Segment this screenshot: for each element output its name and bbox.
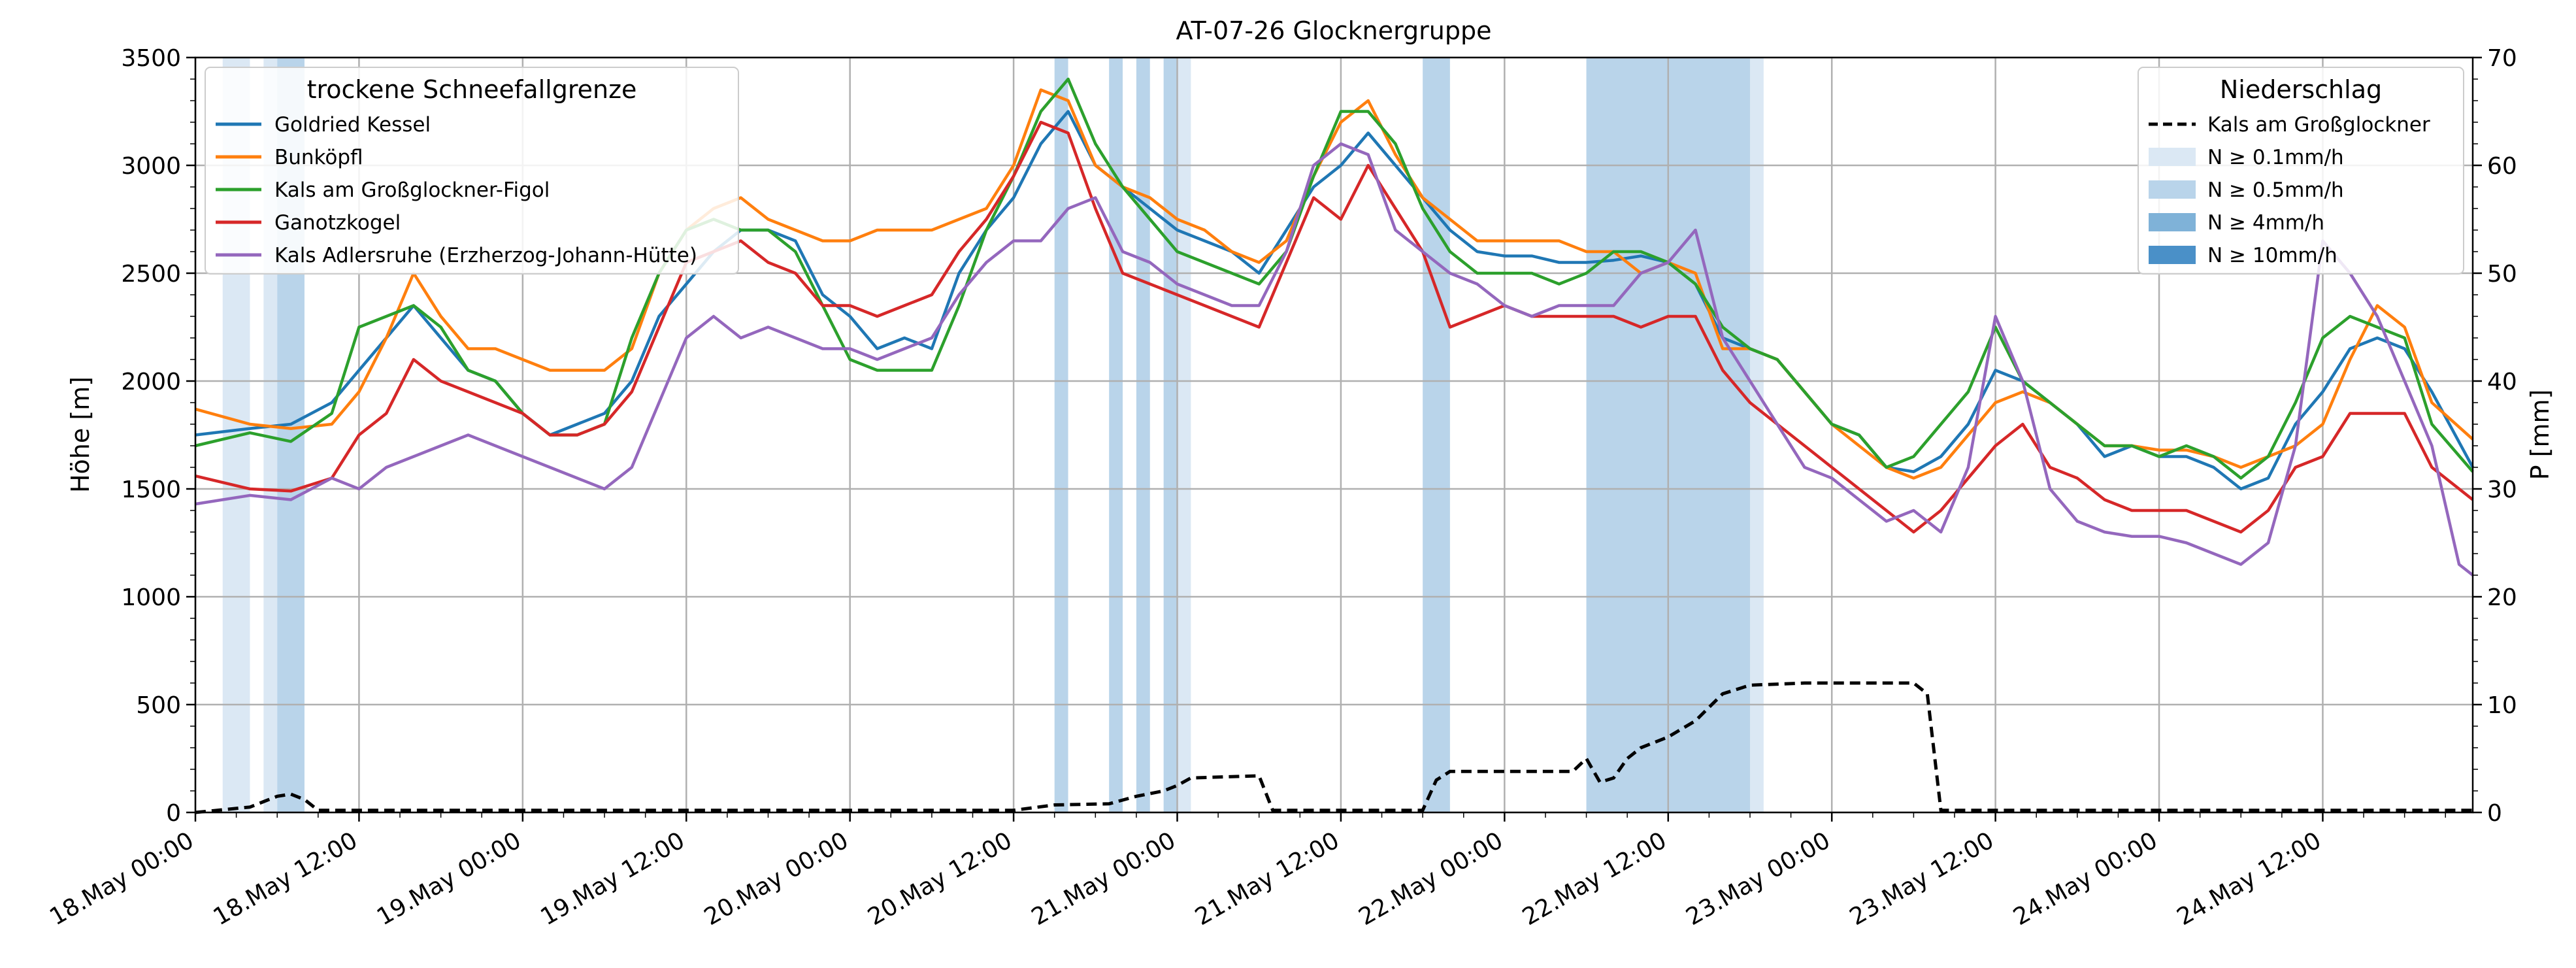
y-tick-label-right-4: 40 (2487, 369, 2517, 395)
precip-band-3 (1054, 58, 1068, 812)
precip-band-7 (1177, 58, 1191, 812)
precip-band-9 (1586, 58, 1668, 812)
legend-band-swatch-1 (2149, 180, 2196, 199)
y-axis-label-left: Höhe [m] (66, 376, 95, 493)
legend-label-3: Ganotzkogel (274, 211, 401, 235)
y-tick-label-left-0: 0 (166, 800, 181, 827)
legend-right-title: Niederschlag (2220, 75, 2382, 104)
legend-precip-line-label: Kals am Großglockner (2207, 113, 2430, 137)
y-tick-label-left-3: 1500 (121, 476, 181, 503)
legend-band-swatch-2 (2149, 213, 2196, 231)
y-ticks-left: 0 500 1000 1500 2000 2500 3000 3500 (121, 45, 195, 827)
legend-left-box (205, 67, 739, 275)
legend-left-title: trockene Schneefallgrenze (307, 75, 637, 104)
series-line-2 (195, 77, 2474, 480)
legend-band-label-1: N ≥ 0.5mm/h (2207, 178, 2344, 202)
precip-line-path (195, 681, 2473, 814)
legend-label-0: Goldried Kessel (274, 113, 431, 137)
plot-frame (194, 56, 2474, 814)
y-tick-label-left-6: 3000 (121, 153, 181, 180)
y-tick-label-left-5: 2500 (121, 261, 181, 288)
chart-title: AT-07-26 Glocknergruppe (1176, 16, 1492, 45)
legend-band-label-2: N ≥ 4mm/h (2207, 211, 2324, 235)
y-tick-label-right-6: 60 (2487, 153, 2517, 180)
precip-band-5 (1136, 58, 1150, 812)
y-tick-label-right-2: 20 (2487, 584, 2517, 611)
y-tick-label-right-3: 30 (2487, 476, 2517, 503)
series-lines (195, 77, 2474, 576)
legend-band-swatch-0 (2149, 148, 2196, 166)
legend-left: trockene Schneefallgrenze Goldried Kesse… (205, 67, 739, 275)
precip-band-11 (1749, 58, 1764, 812)
legend-band-label-0: N ≥ 0.1mm/h (2207, 146, 2344, 169)
legend-label-2: Kals am Großglockner-Figol (274, 178, 550, 202)
precip-band-10 (1668, 58, 1750, 812)
legend-right-box (2138, 67, 2464, 275)
precip-band-8 (1423, 58, 1450, 812)
legend-left-items: Goldried Kessel Bunköpfl Kals am Großglock… (216, 113, 697, 267)
legend-right: Niederschlag Kals am Großglockner N ≥ 0.… (2138, 67, 2464, 275)
y-tick-label-right-0: 0 (2487, 800, 2502, 827)
series-line-3 (195, 120, 2474, 534)
y-tick-label-left-1: 500 (136, 692, 181, 719)
legend-label-4: Kals Adlersruhe (Erzherzog-Johann-Hütte) (274, 244, 697, 267)
legend-right-bands: N ≥ 0.1mm/h N ≥ 0.5mm/h N ≥ 4mm/h N ≥ 10mm/… (2149, 146, 2344, 267)
y-axis-label-right: P [mm] (2526, 390, 2554, 480)
y-tick-label-left-4: 2000 (121, 369, 181, 395)
series-line-4 (195, 142, 2474, 576)
legend-band-label-3: N ≥ 10mm/h (2207, 244, 2337, 267)
precip-line (195, 681, 2473, 814)
legend-label-1: Bunköpfl (274, 146, 363, 169)
precip-band-6 (1163, 58, 1178, 812)
y-tick-label-right-5: 50 (2487, 261, 2517, 288)
legend-band-swatch-3 (2149, 246, 2196, 264)
y-tick-label-left-7: 3500 (121, 45, 181, 72)
y-tick-label-right-7: 70 (2487, 45, 2517, 72)
y-ticks-right: 0 10 20 30 40 50 60 70 (2473, 45, 2517, 827)
y-tick-label-left-2: 1000 (121, 584, 181, 611)
y-tick-label-right-1: 10 (2487, 692, 2517, 719)
